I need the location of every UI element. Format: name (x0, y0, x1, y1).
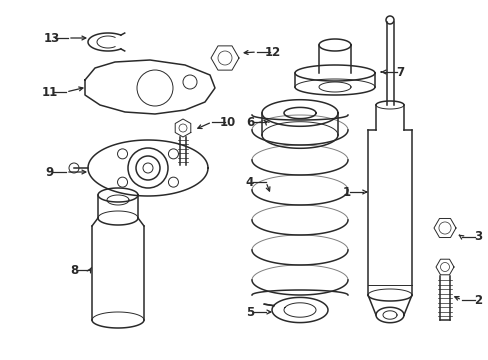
Text: 10: 10 (220, 116, 236, 129)
Text: 9: 9 (46, 166, 54, 179)
Text: 11: 11 (42, 85, 58, 99)
Text: 4: 4 (245, 175, 254, 189)
Text: 3: 3 (473, 230, 481, 243)
Text: 5: 5 (245, 306, 254, 319)
Text: 1: 1 (342, 185, 350, 198)
Text: 7: 7 (395, 66, 403, 78)
Text: 13: 13 (44, 31, 60, 45)
Text: 12: 12 (264, 45, 281, 58)
Text: 2: 2 (473, 293, 481, 306)
Text: 8: 8 (70, 264, 78, 276)
Text: 6: 6 (245, 116, 254, 129)
